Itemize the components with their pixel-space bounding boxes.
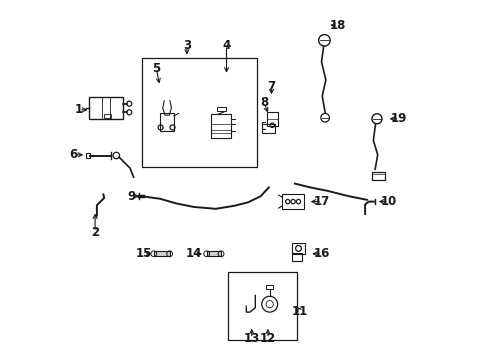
Text: 11: 11 <box>291 305 308 318</box>
Bar <box>372 172 384 180</box>
Text: 12: 12 <box>259 332 275 345</box>
Bar <box>104 114 111 118</box>
Text: 6: 6 <box>69 148 78 161</box>
Bar <box>142 58 257 167</box>
Bar <box>211 114 230 138</box>
Text: 17: 17 <box>313 195 329 208</box>
Text: 1: 1 <box>75 103 83 116</box>
Text: 2: 2 <box>91 226 99 239</box>
Bar <box>153 252 169 256</box>
Bar <box>266 285 272 289</box>
Text: 7: 7 <box>267 80 275 93</box>
Bar <box>89 97 123 119</box>
Text: 15: 15 <box>135 247 152 260</box>
Bar <box>266 112 277 126</box>
Text: 4: 4 <box>222 39 230 51</box>
Text: 19: 19 <box>390 112 407 125</box>
Bar <box>86 153 90 158</box>
Bar <box>160 113 174 131</box>
Text: 8: 8 <box>259 96 267 109</box>
Bar <box>228 272 296 340</box>
Bar <box>291 253 301 261</box>
Text: 9: 9 <box>127 190 135 203</box>
Text: 13: 13 <box>243 332 259 345</box>
Text: 16: 16 <box>313 247 329 260</box>
Bar <box>216 107 225 111</box>
Bar <box>206 252 221 256</box>
Text: 10: 10 <box>380 195 396 208</box>
Text: 5: 5 <box>152 62 160 75</box>
Bar <box>262 125 274 134</box>
Text: 18: 18 <box>329 19 346 32</box>
Text: 3: 3 <box>183 39 191 51</box>
Bar <box>282 194 303 209</box>
Text: 14: 14 <box>185 247 202 260</box>
Bar <box>292 243 304 254</box>
